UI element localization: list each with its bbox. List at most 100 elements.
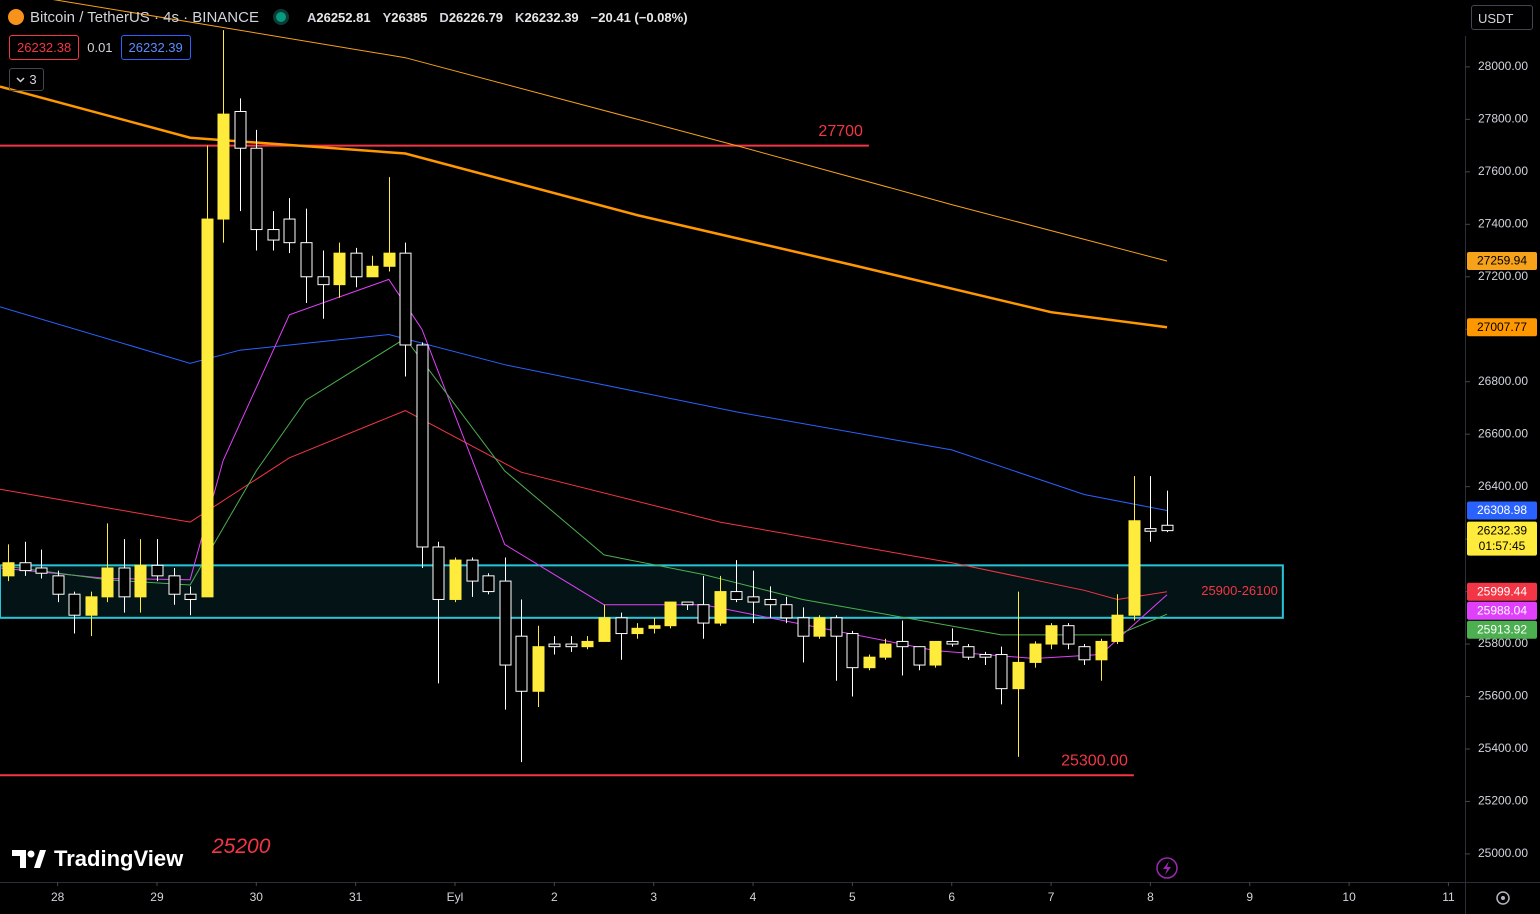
axes: 25000.00 25200.00 25400.00 25600.00 25800.00… bbox=[51, 59, 1537, 904]
price-badge bbox=[1467, 582, 1537, 601]
candle-body bbox=[913, 646, 926, 666]
candle-body bbox=[383, 252, 396, 267]
candle-body bbox=[168, 575, 181, 595]
x-tick-label: 3 bbox=[650, 890, 657, 904]
plot-area: 25900-26100 27700 25300.00 bbox=[0, 0, 1284, 777]
legend-header: Bitcoin / TetherUS · 4s · BINANCE A 26252… bbox=[8, 6, 694, 28]
candle-body bbox=[151, 564, 164, 577]
indicator-count: 3 bbox=[29, 72, 37, 87]
price-badge-label: 26308.98 bbox=[1477, 503, 1527, 517]
candle-body bbox=[217, 113, 230, 220]
spread: 0.01 bbox=[87, 40, 113, 55]
sell-button[interactable]: 26232.38 bbox=[9, 35, 80, 60]
price-zone bbox=[0, 564, 1284, 619]
settings-icon[interactable] bbox=[1496, 891, 1510, 905]
indicator-toggle[interactable]: 3 bbox=[9, 68, 44, 91]
candle-body bbox=[929, 640, 942, 666]
candle-body bbox=[449, 559, 462, 600]
trade-bar: 26232.38 0.01 26232.39 bbox=[9, 35, 191, 60]
annotation: 25200 bbox=[212, 835, 271, 858]
candle-body bbox=[499, 580, 512, 666]
candle-body bbox=[681, 601, 694, 606]
x-tick-label: 7 bbox=[1048, 890, 1055, 904]
price-badge bbox=[1467, 252, 1537, 271]
y-tick-label: 28000.00 bbox=[1478, 59, 1528, 73]
x-tick-label: 31 bbox=[349, 890, 363, 904]
watermark-text: TradingView bbox=[54, 846, 184, 871]
x-tick-label: 30 bbox=[250, 890, 264, 904]
currency-selector[interactable]: USDT bbox=[1471, 5, 1533, 30]
x-tick-label: 8 bbox=[1147, 890, 1154, 904]
candle-body bbox=[267, 229, 280, 241]
candle-body bbox=[598, 617, 611, 642]
candle-body bbox=[631, 627, 644, 635]
y-tick-label: 26600.00 bbox=[1478, 426, 1528, 440]
candle-body bbox=[1045, 625, 1058, 645]
candle-body bbox=[134, 564, 147, 598]
candle-body bbox=[1095, 640, 1108, 661]
x-tick-label: 11 bbox=[1442, 890, 1455, 904]
candle-body bbox=[1078, 646, 1091, 661]
x-tick-label: 2 bbox=[551, 890, 558, 904]
candle-body bbox=[1161, 524, 1174, 532]
candle-body bbox=[68, 593, 81, 616]
x-tick-label: 5 bbox=[849, 890, 856, 904]
watermark: TradingView bbox=[12, 846, 183, 872]
close-value: 26232.39 bbox=[524, 9, 579, 25]
candle-body bbox=[234, 110, 247, 149]
candle-body bbox=[797, 617, 810, 637]
candle-body bbox=[2, 562, 15, 577]
moving-average bbox=[0, 85, 1168, 329]
y-tick-label: 25600.00 bbox=[1478, 689, 1528, 703]
candle-body bbox=[581, 640, 594, 648]
y-tick-label: 25400.00 bbox=[1478, 741, 1528, 755]
price-badge-label: 27007.77 bbox=[1477, 320, 1527, 334]
candle-body bbox=[565, 643, 578, 648]
candle-body bbox=[333, 252, 346, 286]
candle-body bbox=[995, 654, 1008, 690]
moving-average bbox=[0, 410, 1168, 601]
candle-body bbox=[780, 604, 793, 619]
candle-body bbox=[201, 218, 214, 598]
candle-body bbox=[515, 635, 528, 692]
candle-body bbox=[962, 646, 975, 658]
level-label: 25300.00 bbox=[1061, 752, 1128, 769]
price-badge-label: 25913.92 bbox=[1477, 622, 1527, 636]
candle-body bbox=[366, 265, 379, 278]
high-value: 26385 bbox=[391, 9, 428, 25]
candle-body bbox=[863, 656, 876, 669]
price-badge-label: 25999.44 bbox=[1477, 584, 1527, 598]
symbol-title: Bitcoin / TetherUS · 4s · BINANCE bbox=[30, 8, 259, 26]
x-tick-label: 29 bbox=[150, 890, 164, 904]
candle-body bbox=[350, 252, 363, 278]
candle-body bbox=[101, 567, 114, 598]
price-badge bbox=[1467, 318, 1537, 337]
candle-body bbox=[648, 625, 661, 629]
market-status[interactable] bbox=[272, 9, 289, 25]
candle-body bbox=[846, 633, 859, 669]
buy-button[interactable]: 26232.39 bbox=[120, 35, 191, 60]
open-label: A bbox=[306, 9, 317, 25]
candle-body bbox=[830, 617, 843, 637]
candle-body bbox=[664, 601, 677, 627]
x-tick-label: 28 bbox=[51, 890, 65, 904]
candle-body bbox=[184, 593, 197, 600]
candle-body bbox=[879, 643, 892, 658]
candle-body bbox=[697, 604, 710, 624]
candle-body bbox=[52, 575, 65, 595]
candle-body bbox=[416, 344, 429, 548]
candle-body bbox=[813, 617, 826, 637]
candle-body bbox=[317, 276, 330, 286]
price-badge-label: 26232.39 bbox=[1477, 523, 1527, 537]
candle-body bbox=[85, 596, 98, 616]
price-badge-label: 25988.04 bbox=[1477, 603, 1527, 617]
candle-body bbox=[432, 546, 445, 600]
alert-icon[interactable] bbox=[1156, 857, 1178, 879]
candle-body bbox=[300, 242, 313, 278]
price-badge bbox=[1467, 620, 1537, 639]
y-tick-label: 26400.00 bbox=[1478, 479, 1528, 493]
candle-body bbox=[1062, 625, 1075, 645]
low-value: 26226.79 bbox=[448, 9, 504, 25]
